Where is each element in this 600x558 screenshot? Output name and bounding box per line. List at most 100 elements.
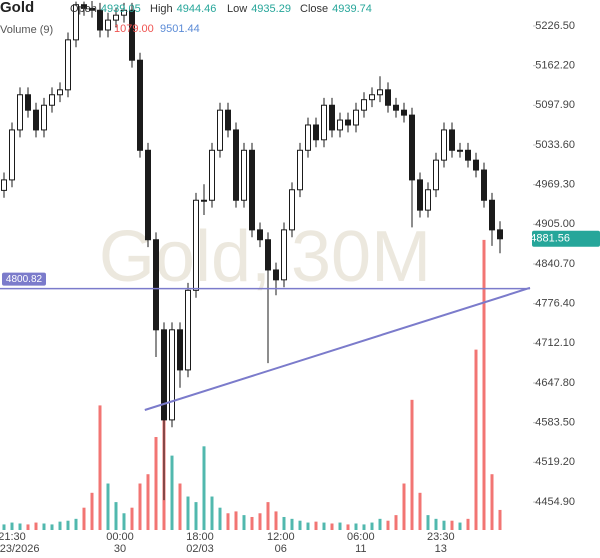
volume-bar [274,511,278,530]
volume-bar [186,496,190,530]
candle-body [321,104,327,141]
y-tick-label: 4647.80 [535,377,575,389]
volume-bar [498,509,502,530]
candle-body [409,114,415,181]
volume-bar [178,483,182,530]
last-price-label: 4881.56 [530,233,570,245]
candle-body [41,104,47,131]
candle-body [457,149,463,152]
candle-body [497,229,503,240]
x-tick-date: 11 [355,543,366,555]
candle-body [209,149,215,201]
candle-body [177,329,183,371]
volume-bar [466,518,470,530]
volume-bar [434,518,438,530]
volume-bar [426,515,430,530]
candle-body [465,149,471,161]
volume-legend-value: 1079.00 [114,23,154,35]
volume-bar [362,524,366,530]
candle-body [241,149,247,201]
volume-bar [106,483,110,530]
candle-body [345,119,351,126]
volume-bar [266,502,270,530]
volume-bar [122,513,126,530]
chart-title: Gold [0,0,34,16]
x-tick-label: 06:00 [347,531,375,543]
candle-body [369,94,375,101]
candle-body [417,179,423,211]
legend-value: 4944.46 [177,3,217,15]
candle-body [289,189,295,231]
candle-body [193,199,199,291]
volume-legend-ma: 9501.44 [160,23,200,35]
candle-body [185,289,191,371]
candle-body [305,124,311,151]
candle-body [433,159,439,191]
volume-bar [218,507,222,530]
candle-body [257,229,263,241]
x-tick-date: 13 [435,543,447,555]
y-tick-label: 4840.70 [535,258,575,270]
x-tick-date: 01/23/2026 [0,543,40,555]
x-tick-date: 06 [275,543,287,555]
candle-body [105,19,111,31]
volume-bar [258,513,262,530]
volume-bar [170,455,174,530]
legend-value: 4935.29 [251,3,291,15]
candle-body [265,239,271,271]
volume-bar [450,520,454,530]
candle-body [273,269,279,281]
candle-body [281,229,287,281]
candle-body [481,169,487,201]
volume-bar [354,523,358,530]
volume-bar [74,518,78,530]
x-tick-label: 23:30 [427,531,455,543]
candle-body [329,104,335,131]
candle-body [57,89,63,96]
volume-bar [138,483,142,530]
candle-body [9,129,15,181]
volume-bar [314,521,318,530]
candle-body [97,9,103,31]
volume-bar [66,520,70,530]
volume-bar [226,513,230,530]
volume-bar [202,446,206,530]
candle-body [17,94,23,131]
volume-bar [322,522,326,530]
volume-bar [10,522,14,530]
volume-bar [306,522,310,530]
candle-body [361,99,367,111]
volume-bar [130,507,134,530]
hline-label-box [2,272,46,286]
candle-body [393,104,399,111]
candle-body [441,129,447,161]
volume-bar [114,502,118,530]
legend-value: 4939.74 [332,3,372,15]
candle-body [1,179,7,191]
y-tick-label: 4519.20 [535,456,575,468]
volume-bar [346,524,350,530]
candle-body [89,7,95,11]
candle-body [425,189,431,211]
x-tick-label: 18:00 [186,531,214,543]
volume-bar [234,511,238,530]
volume-bar [394,515,398,530]
y-tick-label: 4712.10 [535,337,575,349]
candle-body [81,4,87,9]
candle-body [449,129,455,151]
legend-label: Close [300,3,328,15]
volume-bar [410,399,414,530]
volume-bar [282,516,286,530]
volume-bar [98,405,102,530]
volume-bar [338,522,342,530]
volume-bar [18,523,22,530]
volume-bar [290,518,294,530]
volume-bar [474,349,478,530]
volume-bar [50,524,54,530]
y-tick-label: 5226.50 [535,20,575,32]
legend-label: Open [70,3,97,15]
y-tick-label: 5162.20 [535,60,575,72]
volume-bar [330,523,334,530]
candle-body [49,94,55,106]
